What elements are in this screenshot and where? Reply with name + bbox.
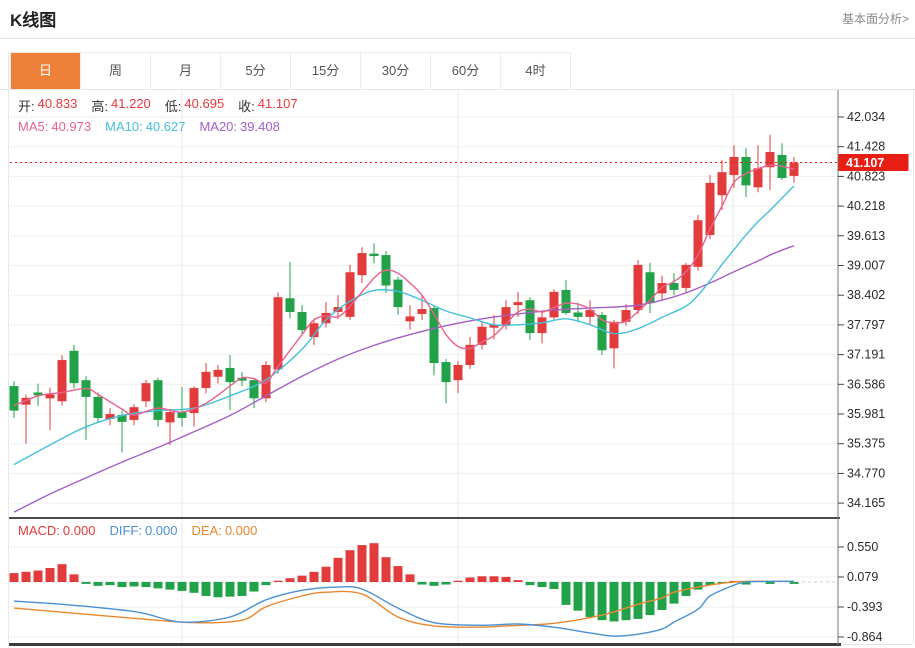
diff-value: 0.000 — [144, 523, 178, 538]
axis-tick-label: 0.079 — [847, 570, 878, 584]
tabs-divider — [0, 89, 915, 90]
macd-readout: MACD: 0.000 DIFF: 0.000 DEA: 0.000 — [18, 523, 271, 538]
header-divider — [0, 38, 915, 39]
tab-月[interactable]: 月 — [151, 53, 221, 89]
low-label: 低: — [164, 99, 182, 114]
axis-tick-label: 42.034 — [847, 110, 885, 124]
axis-tick-label: 34.165 — [847, 496, 885, 510]
tab-5分[interactable]: 5分 — [221, 53, 291, 89]
close-label: 收: — [238, 99, 255, 114]
axis-tick-label: 40.218 — [847, 199, 885, 213]
axis-tick-label: 35.375 — [847, 437, 885, 451]
close-value: 41.107 — [257, 96, 298, 111]
chart-frame-left-border — [8, 52, 9, 644]
macd-axis: 0.550 0.079 -0.393 -0.864 — [838, 540, 882, 644]
axis-tick-label: 36.586 — [847, 377, 885, 391]
tab-15分[interactable]: 15分 — [291, 53, 361, 89]
axis-tick-label: 37.797 — [847, 318, 885, 332]
macd-label: MACD: — [18, 523, 60, 538]
interval-tabs: 日周月 5分 15分 30分 60分 4时 — [10, 52, 571, 90]
tab-周[interactable]: 周 — [81, 53, 151, 89]
axis-tick-label: 41.428 — [847, 140, 885, 154]
ohlc-readout: 开: 40.833 高: 41.220 低: 40.695 收: 41.107 — [18, 96, 312, 115]
open-label: 开: — [18, 99, 35, 114]
tab-60分[interactable]: 60分 — [431, 53, 501, 89]
low-value: 40.695 — [184, 96, 225, 111]
main-chart-surface[interactable] — [10, 90, 838, 517]
ma10-label: MA10: — [105, 119, 143, 134]
axis-tick-label: 38.402 — [847, 288, 885, 302]
axis-tick-label: 35.981 — [847, 407, 885, 421]
fundamental-analysis-link[interactable]: 基本面分析> — [841, 12, 909, 26]
axis-tick-label: 34.770 — [847, 466, 885, 480]
axis-tick-label: -0.864 — [847, 630, 882, 644]
axis-tick-label: 39.007 — [847, 259, 885, 273]
tab-30分[interactable]: 30分 — [361, 53, 431, 89]
high-value: 41.220 — [111, 96, 151, 111]
tab-4时[interactable]: 4时 — [501, 53, 570, 89]
ma5-value: 40.973 — [51, 119, 92, 134]
page-title: K线图 — [10, 11, 57, 30]
macd-value: 0.000 — [62, 523, 96, 538]
diff-label: DIFF: — [109, 523, 142, 538]
axis-tick-label: 40.823 — [847, 169, 885, 183]
last-price-badge-text: 41.107 — [846, 156, 884, 170]
high-label: 高: — [91, 99, 109, 114]
axis-tick-label: 37.191 — [847, 348, 885, 362]
ma-readout: MA5: 40.973 MA10: 40.627 MA20: 39.408 — [18, 119, 294, 134]
axis-tick-label: 0.550 — [847, 540, 878, 554]
chart-frame-right-border — [913, 90, 914, 644]
ma20-value: 39.408 — [240, 119, 280, 134]
open-value: 40.833 — [37, 96, 78, 111]
axis-tick-label: 39.613 — [847, 229, 885, 243]
ma10-value: 40.627 — [145, 119, 186, 134]
last-price-badge: 41.107 — [838, 153, 909, 171]
dea-value: 0.000 — [224, 523, 258, 538]
tab-日[interactable]: 日 — [11, 53, 81, 89]
ma5-label: MA5: — [18, 119, 49, 134]
price-axis: 42.034 41.428 40.823 40.218 39.613 39.007 38.4… — [837, 90, 885, 645]
axis-tick-label: -0.393 — [847, 600, 882, 614]
ma20-label: MA20: — [199, 119, 238, 134]
dea-label: DEA: — [191, 523, 222, 538]
